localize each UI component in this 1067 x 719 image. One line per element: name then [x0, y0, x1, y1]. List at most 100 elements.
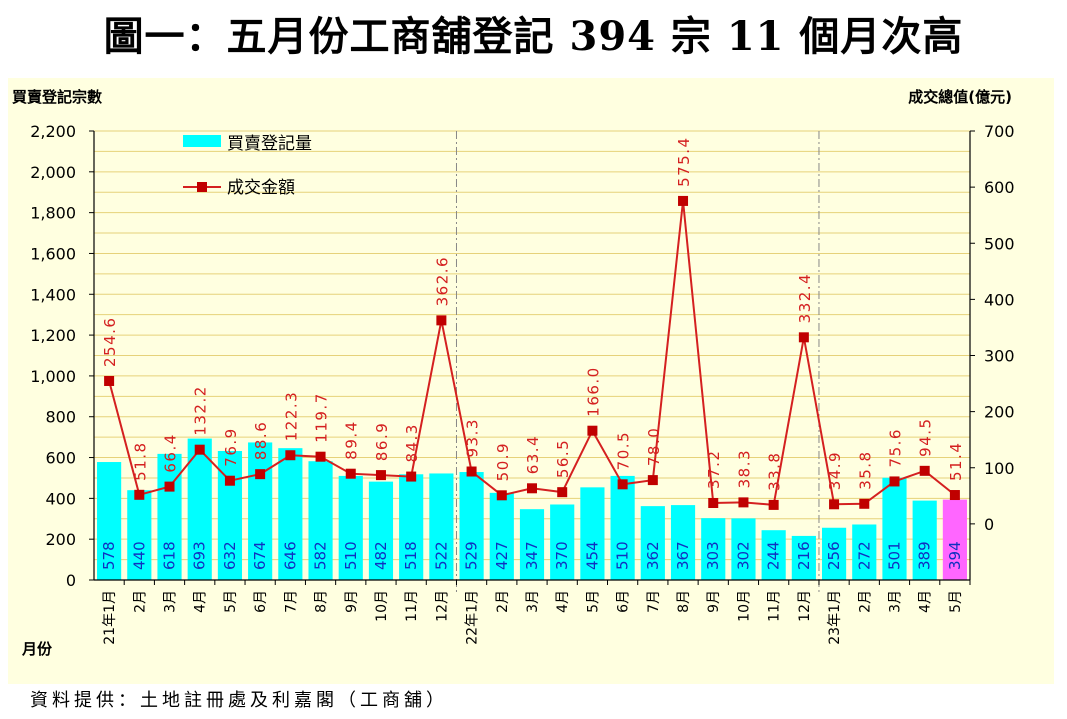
line-value-label: 254.6 — [101, 317, 119, 367]
line-point — [134, 489, 145, 500]
legend-bar-label: 買賣登記量 — [227, 134, 312, 154]
bar-value-label: 303 — [704, 541, 722, 570]
line-point — [164, 481, 175, 492]
bar-value-labels: 578 440 618 693 632 674 646 582 510 482 518 522 529 4… — [100, 541, 964, 570]
line-point — [949, 490, 960, 501]
x-tick-label: 7月 — [283, 590, 299, 613]
line-point — [224, 475, 235, 486]
bar — [519, 509, 545, 580]
bar-value-label: 216 — [795, 541, 813, 570]
x-tick-label: 12月 — [434, 590, 450, 622]
y-tick-label: 400 — [45, 489, 76, 508]
legend-line-label: 成交金額 — [227, 178, 295, 198]
line-value-label: 66.4 — [162, 433, 180, 472]
line-point — [466, 466, 477, 477]
y-tick-label: 1,800 — [30, 204, 76, 223]
line-point — [859, 498, 870, 509]
line-value-label: 33.8 — [766, 451, 784, 490]
x-tick-label: 2月 — [132, 590, 148, 613]
y2-tick-label: 0 — [984, 515, 994, 534]
bar — [640, 506, 665, 580]
x-tick-label: 2月 — [857, 590, 873, 613]
line-point — [527, 483, 537, 494]
y2-tick-label: 400 — [984, 290, 1015, 309]
x-tick-label: 6月 — [616, 590, 632, 613]
bar — [701, 518, 726, 580]
line-value-label: 362.6 — [433, 256, 451, 306]
bar-value-label: 389 — [916, 541, 934, 570]
line-value-label: 575.4 — [675, 136, 693, 186]
bar-value-label: 618 — [161, 541, 179, 570]
bar-series — [97, 438, 967, 580]
bar — [761, 530, 786, 580]
x-tick-label: 5月 — [585, 590, 601, 613]
bar-value-label: 362 — [644, 541, 662, 570]
x-tick-label: 9月 — [706, 590, 722, 613]
line-point — [617, 479, 628, 490]
bar — [399, 474, 424, 580]
bar-value-label: 582 — [312, 541, 330, 570]
line-value-label: 88.6 — [252, 421, 270, 460]
line-value-label: 94.5 — [917, 417, 935, 456]
x-tick-label: 12月 — [797, 590, 813, 622]
line-value-label: 63.4 — [524, 435, 542, 474]
left-y-ticks: 0 200 400 600 800 1,000 1,200 1,400 1,600 1,800 2,… — [30, 122, 94, 590]
line-value-label: 56.5 — [554, 439, 572, 478]
bar — [580, 487, 605, 580]
y2-tick-label: 700 — [984, 122, 1015, 141]
bar-value-label: 522 — [432, 541, 450, 570]
y-tick-label: 0 — [66, 571, 76, 590]
bar — [610, 475, 635, 580]
line-value-label: 51.4 — [947, 442, 965, 481]
bar-value-label: 578 — [100, 541, 118, 570]
line-point — [678, 195, 689, 206]
x-axis-title: 月份 — [21, 640, 53, 658]
bar — [97, 462, 122, 580]
line-point — [708, 497, 719, 508]
line-value-label: 51.8 — [131, 441, 149, 480]
x-tick-label: 10月 — [374, 590, 390, 622]
bar — [308, 461, 333, 580]
bar — [882, 477, 907, 580]
bar — [127, 490, 152, 580]
x-tick-label: 22年1月 — [465, 590, 481, 645]
line-point — [587, 425, 598, 436]
line-point — [255, 469, 266, 480]
bar — [338, 475, 363, 580]
bar — [489, 492, 514, 580]
y-tick-label: 2,000 — [30, 163, 76, 182]
x-tick-label: 6月 — [253, 590, 269, 613]
bar-value-label: 529 — [463, 541, 481, 570]
line-value-label: 50.9 — [494, 442, 512, 481]
y2-tick-label: 100 — [984, 459, 1015, 478]
left-axis-title: 買賣登記宗數 — [12, 88, 102, 106]
x-tick-label: 3月 — [163, 590, 179, 613]
x-tick-label: 7月 — [646, 590, 662, 613]
x-tick-label: 8月 — [676, 590, 692, 613]
bar — [278, 448, 303, 580]
bar-value-label: 454 — [583, 541, 601, 570]
right-y-ticks: 0 100 200 300 400 500 600 700 — [970, 122, 1015, 534]
line-point — [557, 487, 568, 498]
x-tick-label: 10月 — [736, 590, 752, 622]
bar-value-label: 272 — [855, 541, 873, 570]
line-value-labels: 254.6 51.8 66.4 132.2 76.9 88.6 122.3 119.7 89.4… — [101, 136, 965, 490]
bar — [670, 505, 696, 580]
line-point — [104, 375, 115, 386]
line-point — [768, 499, 779, 510]
legend: 買賣登記量 成交金額 — [183, 134, 312, 198]
x-tick-label: 8月 — [314, 590, 330, 613]
chart-title: 圖一：五月份工商舖登記 394 宗 11 個月次高 — [103, 13, 964, 60]
right-axis-title: 成交總值(億元) — [908, 88, 1012, 106]
line-point — [285, 450, 296, 461]
line-point — [496, 490, 507, 501]
y-tick-label: 1,200 — [30, 326, 76, 345]
x-tick-label: 2月 — [495, 590, 511, 613]
x-tick-label: 3月 — [525, 590, 541, 613]
bar — [731, 518, 756, 580]
line-point — [889, 476, 900, 487]
x-tick-label: 4月 — [918, 590, 934, 613]
y-tick-label: 600 — [45, 449, 76, 468]
x-tick-labels: 21年1月 2月 3月 4月 5月 6月 7月 8月 9月 10月 11月 12月 22年1月 2月 3月 4… — [102, 580, 971, 645]
